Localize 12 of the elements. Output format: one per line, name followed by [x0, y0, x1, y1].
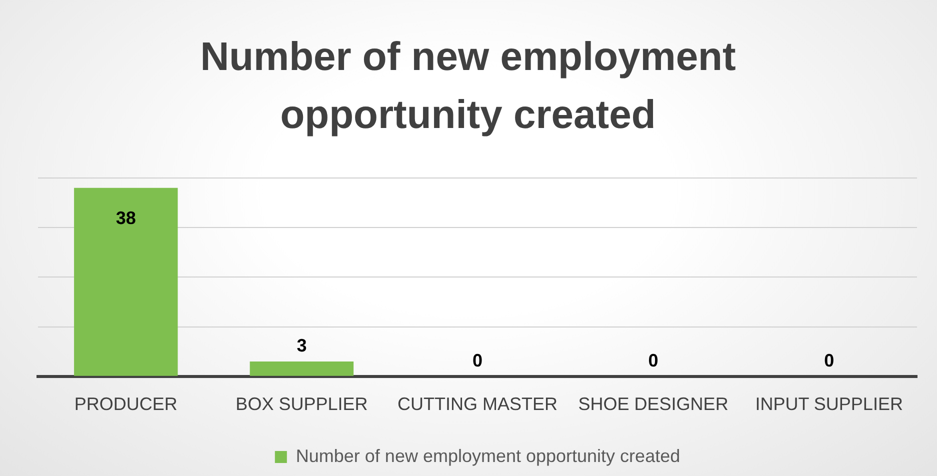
x-tick-label: SHOE DESIGNER — [578, 394, 728, 414]
chart-title: Number of new employment opportunity created — [199, 34, 737, 139]
data-label: 38 — [116, 208, 136, 228]
x-tick-label: BOX SUPPLIER — [236, 394, 368, 414]
data-label: 3 — [296, 335, 307, 356]
data-label: 0 — [472, 350, 483, 370]
x-tick-label: PRODUCER — [74, 394, 178, 414]
legend-label: Number of new employment opportunity created — [296, 446, 680, 466]
data-label: 0 — [824, 350, 834, 370]
x-tick-label: INPUT SUPPLIER — [755, 394, 903, 414]
x-tick-label: CUTTING MASTER — [398, 394, 558, 414]
data-label: 0 — [648, 350, 658, 370]
